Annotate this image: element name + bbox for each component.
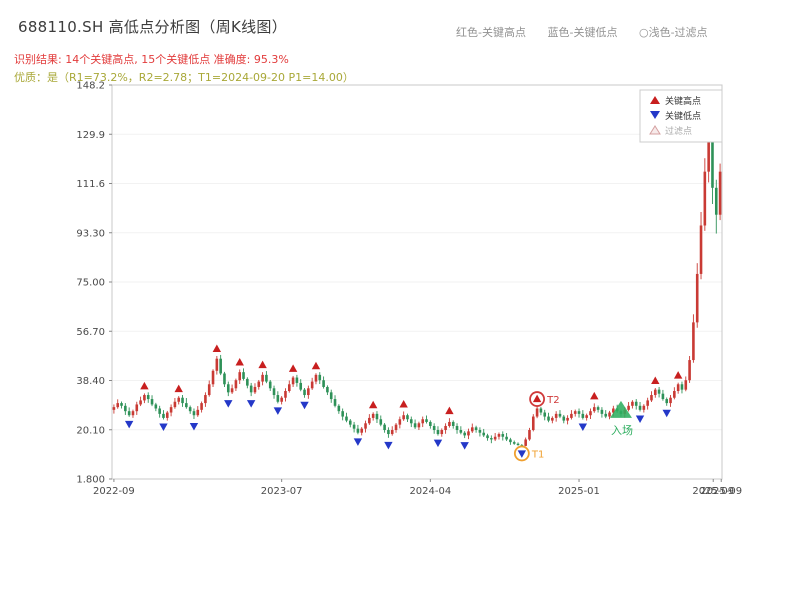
svg-text:2024-04: 2024-04	[409, 486, 451, 497]
svg-text:20.10: 20.10	[76, 425, 105, 436]
hint-key-low: 蓝色-关键低点	[547, 26, 618, 39]
svg-text:2025-09: 2025-09	[700, 486, 742, 497]
svg-text:2023-07: 2023-07	[261, 486, 303, 497]
svg-text:2025-09: 2025-09	[692, 486, 734, 497]
svg-text:2025-01: 2025-01	[558, 486, 600, 497]
color-legend-hints: 红色-关键高点 蓝色-关键低点 ○浅色-过滤点	[456, 24, 726, 40]
svg-text:148.2: 148.2	[76, 81, 105, 92]
svg-text:111.6: 111.6	[76, 179, 105, 190]
svg-text:过滤点: 过滤点	[665, 125, 692, 137]
svg-text:75.00: 75.00	[76, 278, 105, 289]
svg-text:关键高点: 关键高点	[665, 95, 701, 107]
svg-text:入场: 入场	[611, 423, 633, 437]
svg-text:129.9: 129.9	[76, 130, 105, 141]
recognition-result-text: 识别结果: 14个关键高点, 15个关键低点 准确度: 95.3%	[14, 53, 289, 66]
svg-text:1.800: 1.800	[76, 475, 105, 486]
svg-text:T2: T2	[546, 395, 559, 406]
hint-key-high: 红色-关键高点	[456, 26, 526, 39]
quality-result-text: 优质：是（R1=73.2%，R2=2.78；T1=2024-09-20 P1=1…	[14, 71, 354, 84]
page-title: 688110.SH 高低点分析图（周K线图）	[18, 18, 288, 36]
svg-text:T1: T1	[531, 449, 544, 460]
hint-filtered: ○浅色-过滤点	[638, 26, 708, 39]
svg-text:关键低点: 关键低点	[665, 110, 701, 122]
svg-text:2022-09: 2022-09	[93, 486, 135, 497]
svg-text:56.70: 56.70	[76, 327, 105, 338]
svg-text:38.40: 38.40	[76, 376, 105, 387]
svg-text:93.30: 93.30	[76, 228, 105, 239]
